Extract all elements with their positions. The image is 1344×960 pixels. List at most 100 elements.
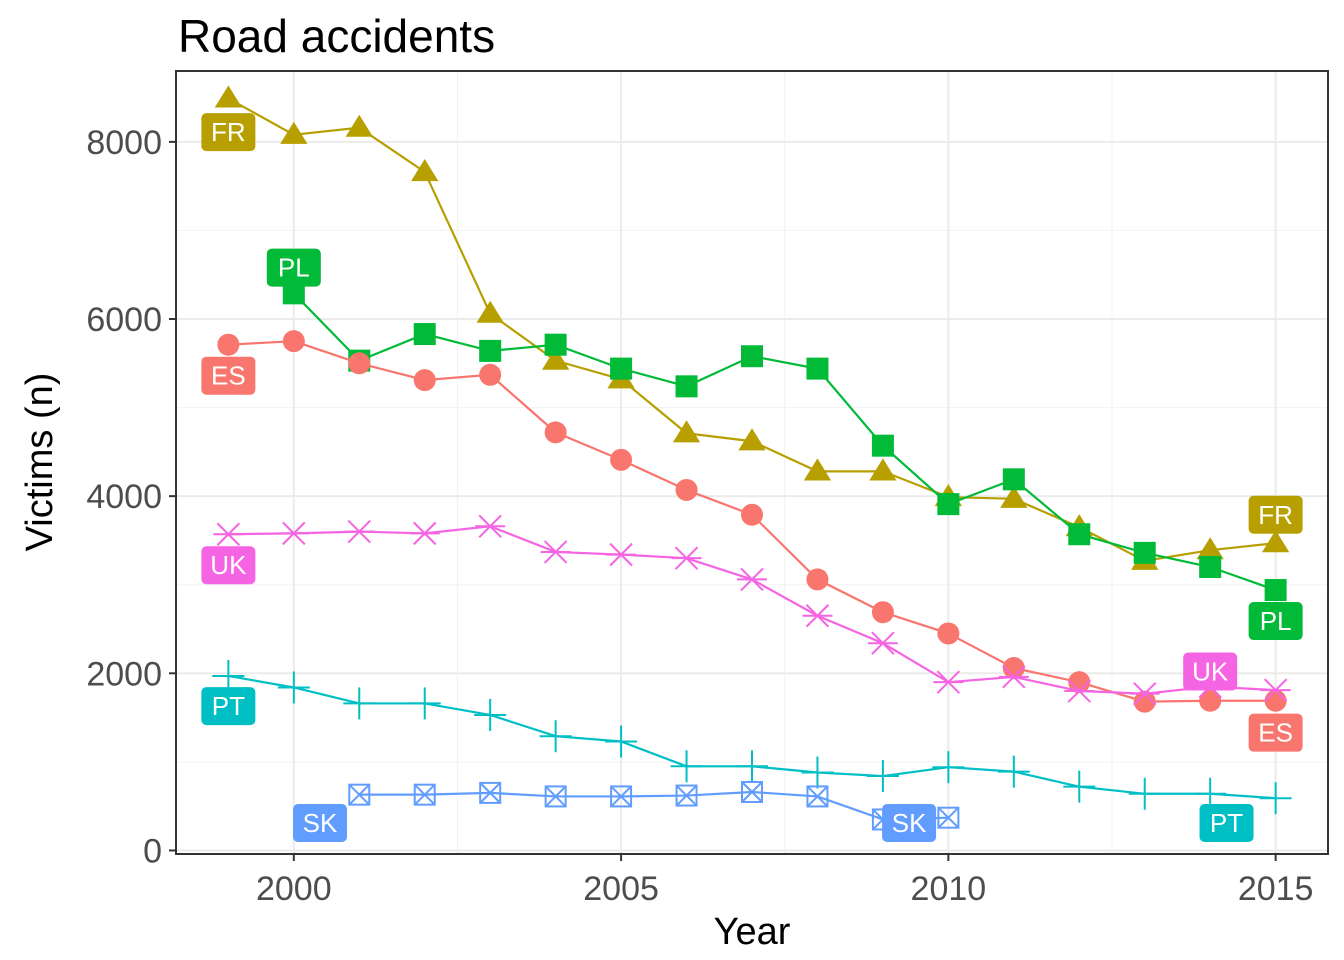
- data-point-triangle: [345, 114, 373, 137]
- series-label-uk: UK: [201, 546, 256, 585]
- x-tick-label: 2015: [1238, 870, 1314, 908]
- series-label-box: [266, 248, 321, 287]
- series-label-text: PL: [278, 253, 310, 283]
- series-label-box: [1248, 495, 1303, 534]
- data-point-asterisk: [213, 522, 244, 546]
- data-point-square: [610, 357, 633, 380]
- series-label-text: ES: [1258, 718, 1293, 748]
- data-point-circle: [544, 421, 567, 444]
- data-point-circle: [413, 369, 436, 392]
- plot-panel-border: [175, 70, 1329, 855]
- data-point-square-cross: [413, 783, 436, 806]
- series-label-es: ES: [1248, 713, 1303, 752]
- x-axis-title: Year: [714, 911, 791, 953]
- series-sk: [348, 780, 960, 831]
- y-tick-label: 8000: [86, 124, 162, 162]
- data-point-triangle: [1261, 530, 1290, 553]
- series-line-uk: [228, 525, 1276, 695]
- data-point-square: [1264, 579, 1287, 602]
- data-point-square-cross: [544, 785, 567, 808]
- data-point-plus: [212, 659, 245, 692]
- series-label-box: [882, 803, 937, 842]
- series-label-text: PT: [1210, 808, 1243, 838]
- data-point-circle: [806, 568, 829, 591]
- series-label-text: PT: [212, 691, 245, 721]
- grid-lines: [176, 71, 1328, 854]
- data-point-asterisk: [1129, 681, 1160, 706]
- series-label-box: [293, 803, 347, 842]
- data-point-square: [1068, 523, 1091, 546]
- data-point-square: [937, 493, 960, 516]
- y-tick-label: 2000: [86, 655, 162, 693]
- series-label-pl: PL: [1248, 602, 1303, 641]
- data-point-square: [741, 345, 763, 368]
- series-line-sk: [359, 790, 949, 821]
- data-point-triangle: [672, 420, 701, 443]
- data-point-square: [871, 434, 894, 457]
- series-label-sk: SK: [882, 803, 937, 842]
- data-point-plus: [1063, 770, 1096, 803]
- data-point-triangle: [411, 158, 439, 182]
- data-point-asterisk: [867, 631, 898, 655]
- data-point-plus: [343, 687, 376, 720]
- data-point-asterisk: [344, 519, 375, 544]
- data-point-asterisk: [933, 670, 964, 694]
- series-label-box: [1248, 713, 1303, 752]
- series-label-text: SK: [303, 808, 338, 838]
- data-point-plus: [474, 698, 507, 731]
- data-point-square: [1002, 468, 1025, 491]
- data-point-square: [413, 323, 436, 346]
- series-label-pl: PL: [266, 248, 321, 287]
- data-point-square: [282, 282, 305, 305]
- y-tick-label: 6000: [86, 301, 162, 339]
- series-label-text: UK: [210, 550, 247, 580]
- series-label-text: FR: [211, 117, 246, 147]
- data-point-triangle: [280, 121, 308, 144]
- data-point-square: [806, 357, 829, 380]
- series-label-text: PL: [1260, 606, 1292, 636]
- data-point-triangle: [214, 85, 243, 108]
- data-point-circle: [741, 503, 763, 526]
- data-point-square: [1133, 541, 1156, 564]
- data-point-plus: [1259, 782, 1292, 815]
- series-label-box: [1248, 602, 1303, 641]
- series-label-fr: FR: [1248, 495, 1303, 534]
- data-point-plus: [866, 760, 899, 793]
- x-tick-label: 2005: [583, 870, 659, 908]
- series-es: [217, 330, 1287, 713]
- data-point-asterisk: [606, 542, 637, 567]
- data-point-square: [1199, 556, 1222, 579]
- data-point-square-cross: [610, 785, 633, 808]
- data-point-circle: [937, 622, 960, 645]
- axis-layer: 2000 2005 2010 2015 0 2000 4000 6000 8000: [86, 124, 1313, 908]
- data-point-square-cross: [479, 781, 502, 804]
- y-axis-title: Victims (n): [19, 373, 61, 552]
- data-point-circle: [1002, 656, 1025, 679]
- series-label-pt: PT: [201, 687, 256, 726]
- series-label-text: UK: [1192, 657, 1229, 687]
- y-tick-label: 0: [143, 832, 162, 870]
- data-point-circle: [871, 601, 894, 624]
- data-point-square-cross: [806, 785, 829, 808]
- data-point-triangle: [541, 347, 570, 370]
- data-point-triangle: [476, 300, 504, 323]
- series-label-text: ES: [211, 361, 246, 391]
- series-uk: [213, 514, 1291, 706]
- series-fr: [214, 85, 1290, 570]
- data-point-asterisk: [1064, 679, 1095, 703]
- data-point-asterisk: [278, 521, 309, 546]
- data-point-triangle: [869, 458, 897, 481]
- data-point-plus: [801, 756, 834, 789]
- data-point-circle: [1199, 689, 1222, 712]
- data-point-asterisk: [409, 521, 440, 546]
- data-point-square: [479, 339, 502, 362]
- data-point-square-cross: [937, 806, 960, 829]
- series-label-sk: SK: [293, 803, 347, 842]
- data-point-plus: [670, 750, 703, 783]
- chart-title: Road accidents: [178, 10, 495, 62]
- data-point-circle: [348, 352, 371, 375]
- series-label-text: FR: [1258, 500, 1293, 530]
- data-point-asterisk: [671, 546, 702, 570]
- series-label-uk: UK: [1183, 652, 1238, 691]
